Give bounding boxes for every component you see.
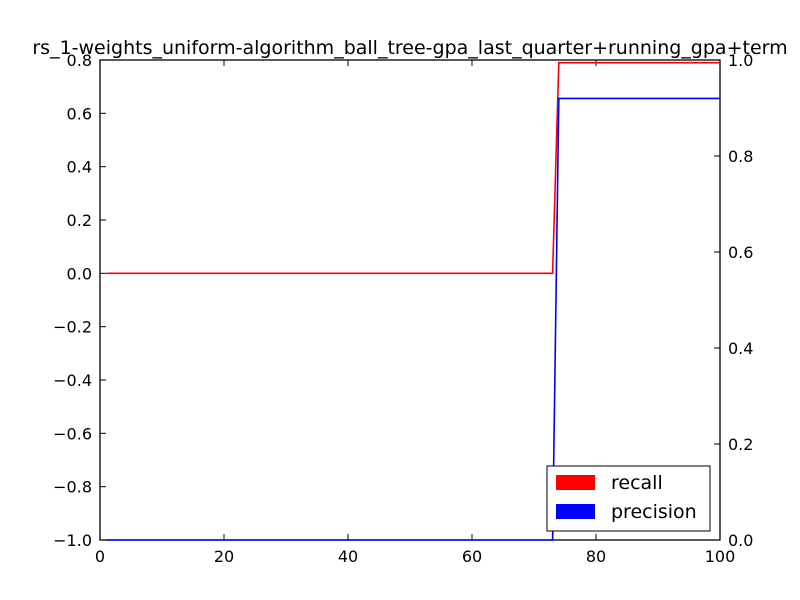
right-y-axis-ticks: 0.0 0.2 0.4 0.6 0.8 1.0 (714, 51, 753, 550)
left-y-tick-label: 0.6 (67, 104, 92, 123)
x-tick-label: 0 (95, 547, 105, 566)
right-y-tick-label: 0.6 (728, 243, 753, 262)
left-y-tick-label: −1.0 (53, 531, 92, 550)
x-tick-label: 40 (338, 547, 358, 566)
right-y-tick-label: 0.0 (728, 531, 753, 550)
series-line-recall (106, 61, 720, 275)
left-y-tick-label: 0.0 (67, 264, 92, 283)
right-y-tick-label: 0.8 (728, 147, 753, 166)
left-y-tick-label: −0.6 (53, 424, 92, 443)
left-y-tick-label: 0.4 (67, 158, 92, 177)
series-line-precision (106, 97, 720, 541)
left-y-axis-ticks: −1.0 −0.8 −0.6 −0.4 −0.2 0.0 0.2 0.4 0.6 0.8 (53, 51, 106, 550)
left-y-tick-label: 0.8 (67, 51, 92, 70)
left-y-tick-label: −0.2 (53, 318, 92, 337)
left-y-tick-label: −0.4 (53, 371, 92, 390)
x-axis-ticks: 0 20 40 60 80 100 (95, 60, 735, 566)
series-lines (106, 61, 720, 541)
chart-title: rs_1-weights_uniform-algorithm_ball_tree… (32, 37, 787, 59)
right-y-tick-label: 0.2 (728, 435, 753, 454)
legend-label-recall: recall (611, 472, 663, 494)
x-tick-label: 100 (705, 547, 736, 566)
legend-swatch-recall (556, 475, 595, 490)
right-y-tick-label: 1.0 (728, 51, 753, 70)
legend-swatch-precision (556, 504, 595, 519)
legend-label-precision: precision (611, 501, 697, 523)
x-tick-label: 80 (586, 547, 606, 566)
left-y-tick-label: −0.8 (53, 478, 92, 497)
x-tick-label: 60 (462, 547, 482, 566)
right-y-tick-label: 0.4 (728, 339, 753, 358)
legend: recall precision (546, 465, 711, 532)
left-y-tick-label: 0.2 (67, 211, 92, 230)
x-tick-label: 20 (214, 547, 234, 566)
